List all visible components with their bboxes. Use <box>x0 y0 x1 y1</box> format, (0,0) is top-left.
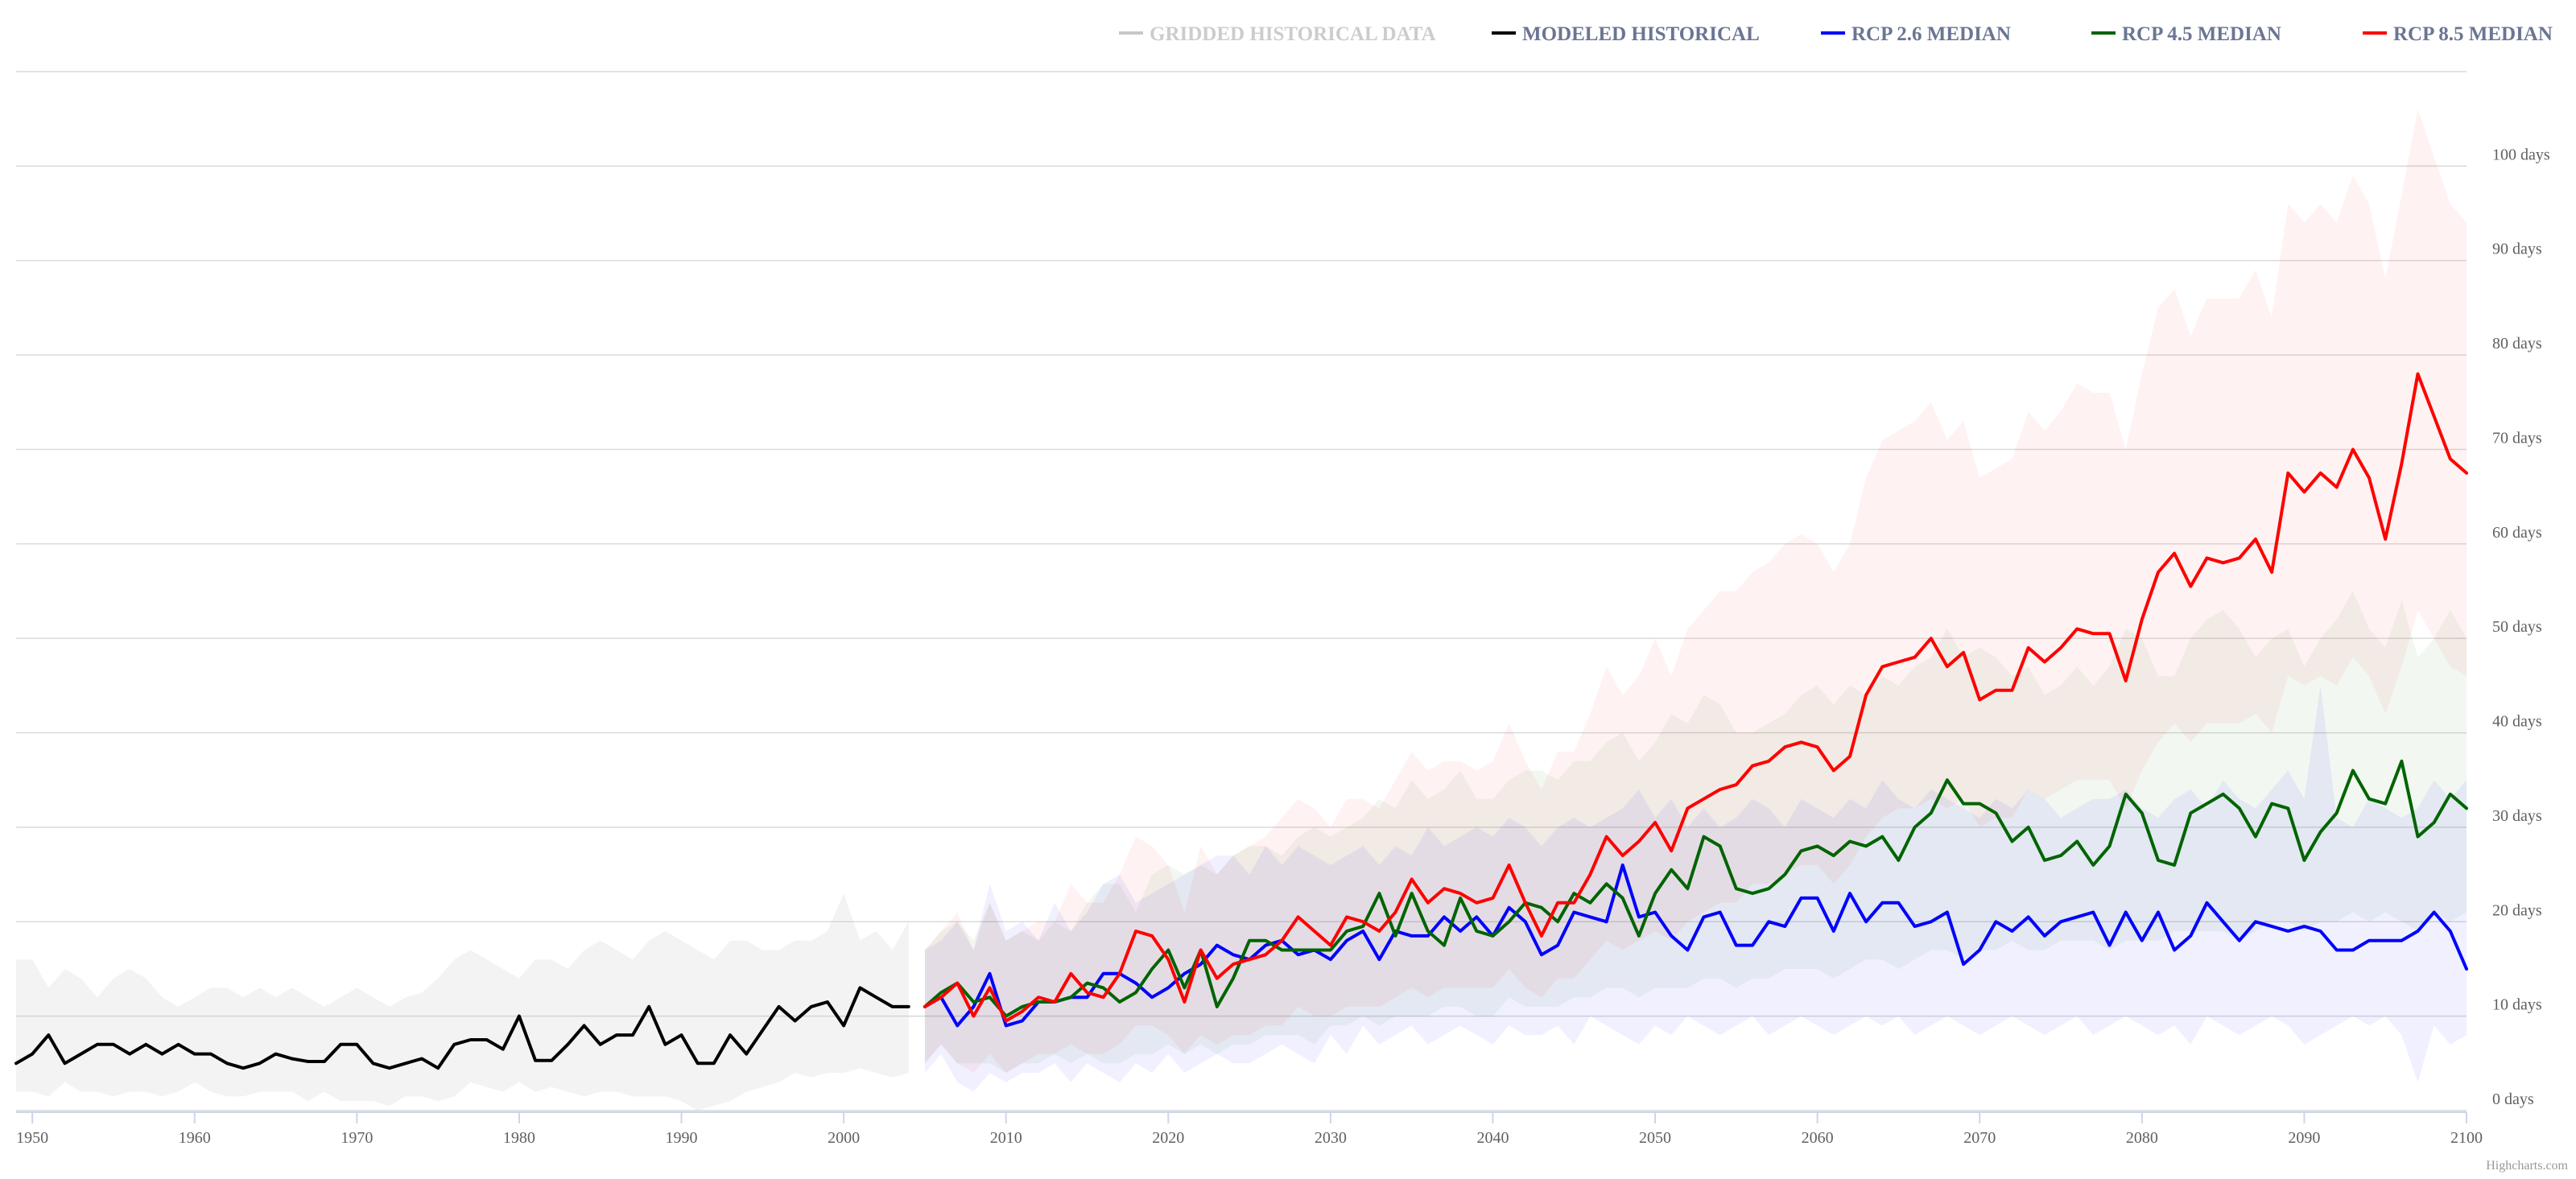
x-tick-label: 2030 <box>1315 1129 1347 1147</box>
x-tick-label: 1970 <box>341 1129 373 1147</box>
legend-label: MODELED HISTORICAL <box>1522 23 1760 45</box>
credits-text[interactable]: Highcharts.com <box>2486 1159 2568 1173</box>
x-tick-label: 2100 <box>2450 1129 2483 1147</box>
y-tick-label: 50 days <box>2492 618 2542 636</box>
rcp85-line <box>923 372 2468 1023</box>
x-tick-label: 2020 <box>1152 1129 1184 1147</box>
y-tick-label: 30 days <box>2492 807 2542 825</box>
x-tick-label: 1990 <box>666 1129 698 1147</box>
x-tick-label: 2050 <box>1639 1129 1671 1147</box>
legend-item-modeled[interactable]: MODELED HISTORICAL <box>1492 23 1760 45</box>
x-tick-label: 2070 <box>1963 1129 1996 1147</box>
series-lines <box>14 372 2468 1070</box>
x-tick-label: 2000 <box>828 1129 860 1147</box>
y-tick-label: 70 days <box>2492 429 2542 447</box>
rcp85-band-range <box>924 109 2467 1074</box>
legend-label: RCP 4.5 MEDIAN <box>2122 23 2281 45</box>
rcp26-line <box>923 863 2468 1028</box>
rcp45-line <box>923 759 2468 1018</box>
modeled-line <box>14 986 910 1070</box>
x-tick-label: 2040 <box>1476 1129 1509 1147</box>
y-tick-label: 80 days <box>2492 335 2542 352</box>
y-tick-label: 20 days <box>2492 901 2542 919</box>
legend-label: GRIDDED HISTORICAL DATA <box>1150 23 1436 45</box>
y-tick-label: 0 days <box>2492 1090 2534 1108</box>
gridlines <box>16 71 2467 1111</box>
x-tick-label: 1980 <box>503 1129 535 1147</box>
y-tick-label: 100 days <box>2492 146 2550 163</box>
legend-item-rcp45[interactable]: RCP 4.5 MEDIAN <box>2091 23 2281 45</box>
y-tick-label: 40 days <box>2492 713 2542 731</box>
x-tick-label: 2080 <box>2126 1129 2158 1147</box>
legend: GRIDDED HISTORICAL DATA MODELED HISTORICA… <box>1119 23 2553 45</box>
legend-item-rcp85[interactable]: RCP 8.5 MEDIAN <box>2363 23 2553 45</box>
legend-item-gridded[interactable]: GRIDDED HISTORICAL DATA <box>1119 23 1436 45</box>
y-tick-label: 60 days <box>2492 524 2542 542</box>
x-tick-label: 2090 <box>2288 1129 2320 1147</box>
legend-item-rcp26[interactable]: RCP 2.6 MEDIAN <box>1821 23 2011 45</box>
x-tick-label: 2010 <box>990 1129 1022 1147</box>
x-tick-label: 1950 <box>16 1129 48 1147</box>
rcp26-band-range <box>924 685 2467 1092</box>
y-tick-label: 10 days <box>2492 996 2542 1014</box>
historical-range-band <box>16 893 909 1111</box>
x-tick-label: 1960 <box>179 1129 211 1147</box>
legend-label: RCP 2.6 MEDIAN <box>1852 23 2011 45</box>
x-tick-label: 2060 <box>1802 1129 1834 1147</box>
axes: 0 days 10 days 20 days 30 days 40 days 50 day… <box>16 146 2550 1147</box>
y-tick-label: 90 days <box>2492 241 2542 258</box>
legend-label: RCP 8.5 MEDIAN <box>2393 23 2553 45</box>
